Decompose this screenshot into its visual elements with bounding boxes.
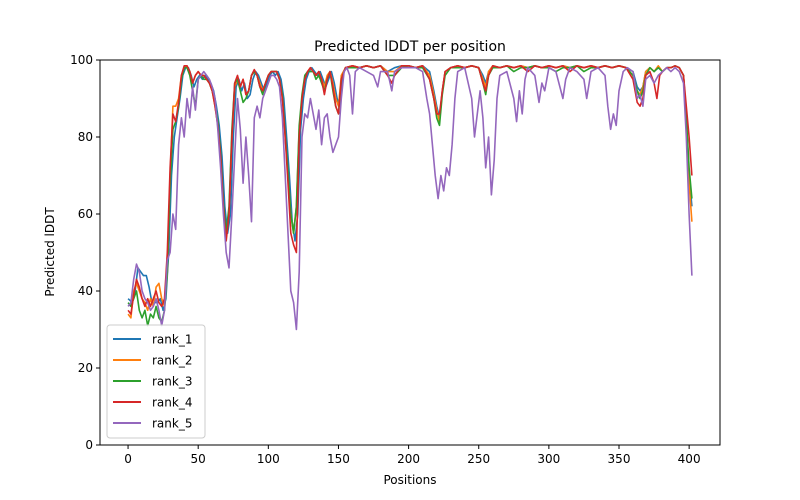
plot-frame: [99, 59, 721, 446]
x-tick-label: 250: [467, 452, 490, 466]
series-layer: [127, 65, 693, 331]
legend-item-rank-2: rank_2: [113, 354, 192, 368]
series-line-rank-4: [127, 65, 693, 315]
legend-item-rank-1: rank_1: [113, 333, 192, 347]
legend-label: rank_4: [152, 396, 192, 410]
legend-item-rank-5: rank_5: [113, 417, 192, 431]
legend: rank_1 rank_2 rank_3 rank_4 rank_5: [106, 324, 206, 439]
legend-label: rank_2: [152, 354, 192, 368]
x-tick-label: 100: [257, 452, 280, 466]
legend-item-rank-3: rank_3: [113, 375, 192, 389]
x-tick-label: 200: [397, 452, 420, 466]
chart-title: Predicted lDDT per position: [314, 39, 506, 55]
y-tick-label: 0: [85, 438, 93, 452]
y-tick-label: 20: [78, 361, 93, 375]
x-tick-label: 150: [327, 452, 350, 466]
legend-label: rank_5: [152, 417, 192, 431]
series-line-rank-5: [127, 66, 693, 331]
legend-box: [106, 324, 206, 439]
x-tick-label: 50: [191, 452, 206, 466]
legend-item-rank-4: rank_4: [113, 396, 192, 410]
y-tick-label: 100: [70, 53, 93, 67]
y-tick-label: 80: [78, 130, 93, 144]
legend-label: rank_1: [152, 333, 192, 347]
x-tick-label: 300: [537, 452, 560, 466]
y-tick-label: 60: [78, 207, 93, 221]
x-axis-label: Positions: [384, 473, 437, 487]
legend-label: rank_3: [152, 375, 192, 389]
x-tick-label: 350: [608, 452, 631, 466]
y-axis-label: Predicted lDDT: [43, 207, 57, 297]
y-tick-label: 40: [78, 284, 93, 298]
x-tick-label: 400: [678, 452, 701, 466]
x-axis: 0 50 100 150 200 250 300 350 400: [124, 445, 701, 466]
y-axis: 0 20 40 60 80 100: [70, 53, 100, 452]
x-tick-label: 0: [124, 452, 132, 466]
